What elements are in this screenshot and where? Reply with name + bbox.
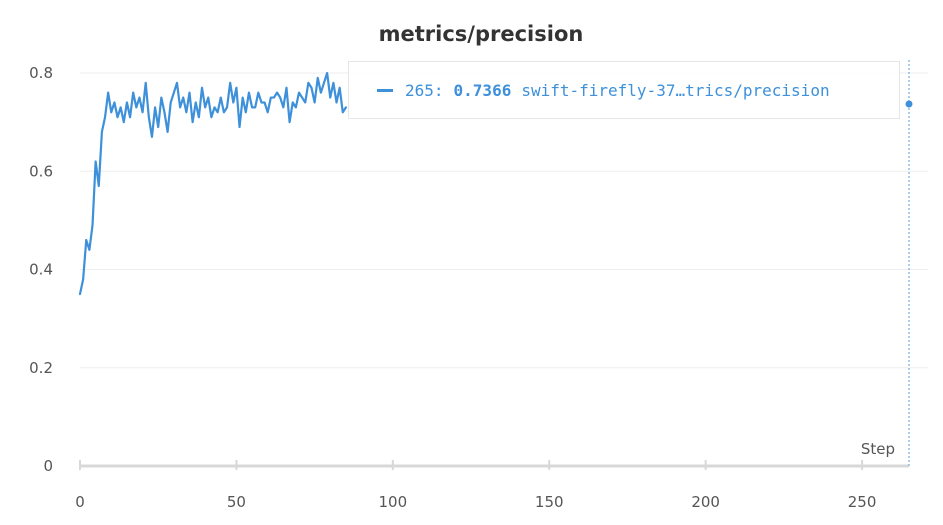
y-tick-label: 0 [43, 457, 53, 475]
x-tick-label: 0 [75, 493, 85, 511]
chart-title: metrics/precision [379, 22, 584, 46]
y-tick-label: 0.6 [29, 162, 53, 180]
x-tick-label: 250 [848, 493, 877, 511]
x-tick-label: 100 [379, 493, 408, 511]
axes: 0 0.2 0.4 0.6 0.8 0 50 100 150 200 250 [29, 64, 909, 511]
x-tick-label: 200 [691, 493, 720, 511]
y-tick-label: 0.2 [29, 359, 53, 377]
series-line [78, 71, 348, 296]
hover-tooltip: 265: 0.7366 swift-firefly-37…trics/preci… [348, 61, 900, 119]
y-tick-label: 0.8 [29, 64, 53, 82]
tooltip-value: 0.7366 [453, 80, 512, 100]
tooltip-step: 265: [405, 80, 444, 100]
hover-point-marker [905, 100, 913, 108]
tooltip-series-name: swift-firefly-37…trics/precision [521, 80, 830, 100]
x-tick-label: 150 [535, 493, 564, 511]
y-tick-label: 0.4 [29, 261, 53, 279]
series-swatch-icon [377, 88, 393, 92]
x-axis-label: Step [861, 440, 895, 458]
series-layer [78, 71, 348, 296]
x-tick-label: 50 [227, 493, 246, 511]
